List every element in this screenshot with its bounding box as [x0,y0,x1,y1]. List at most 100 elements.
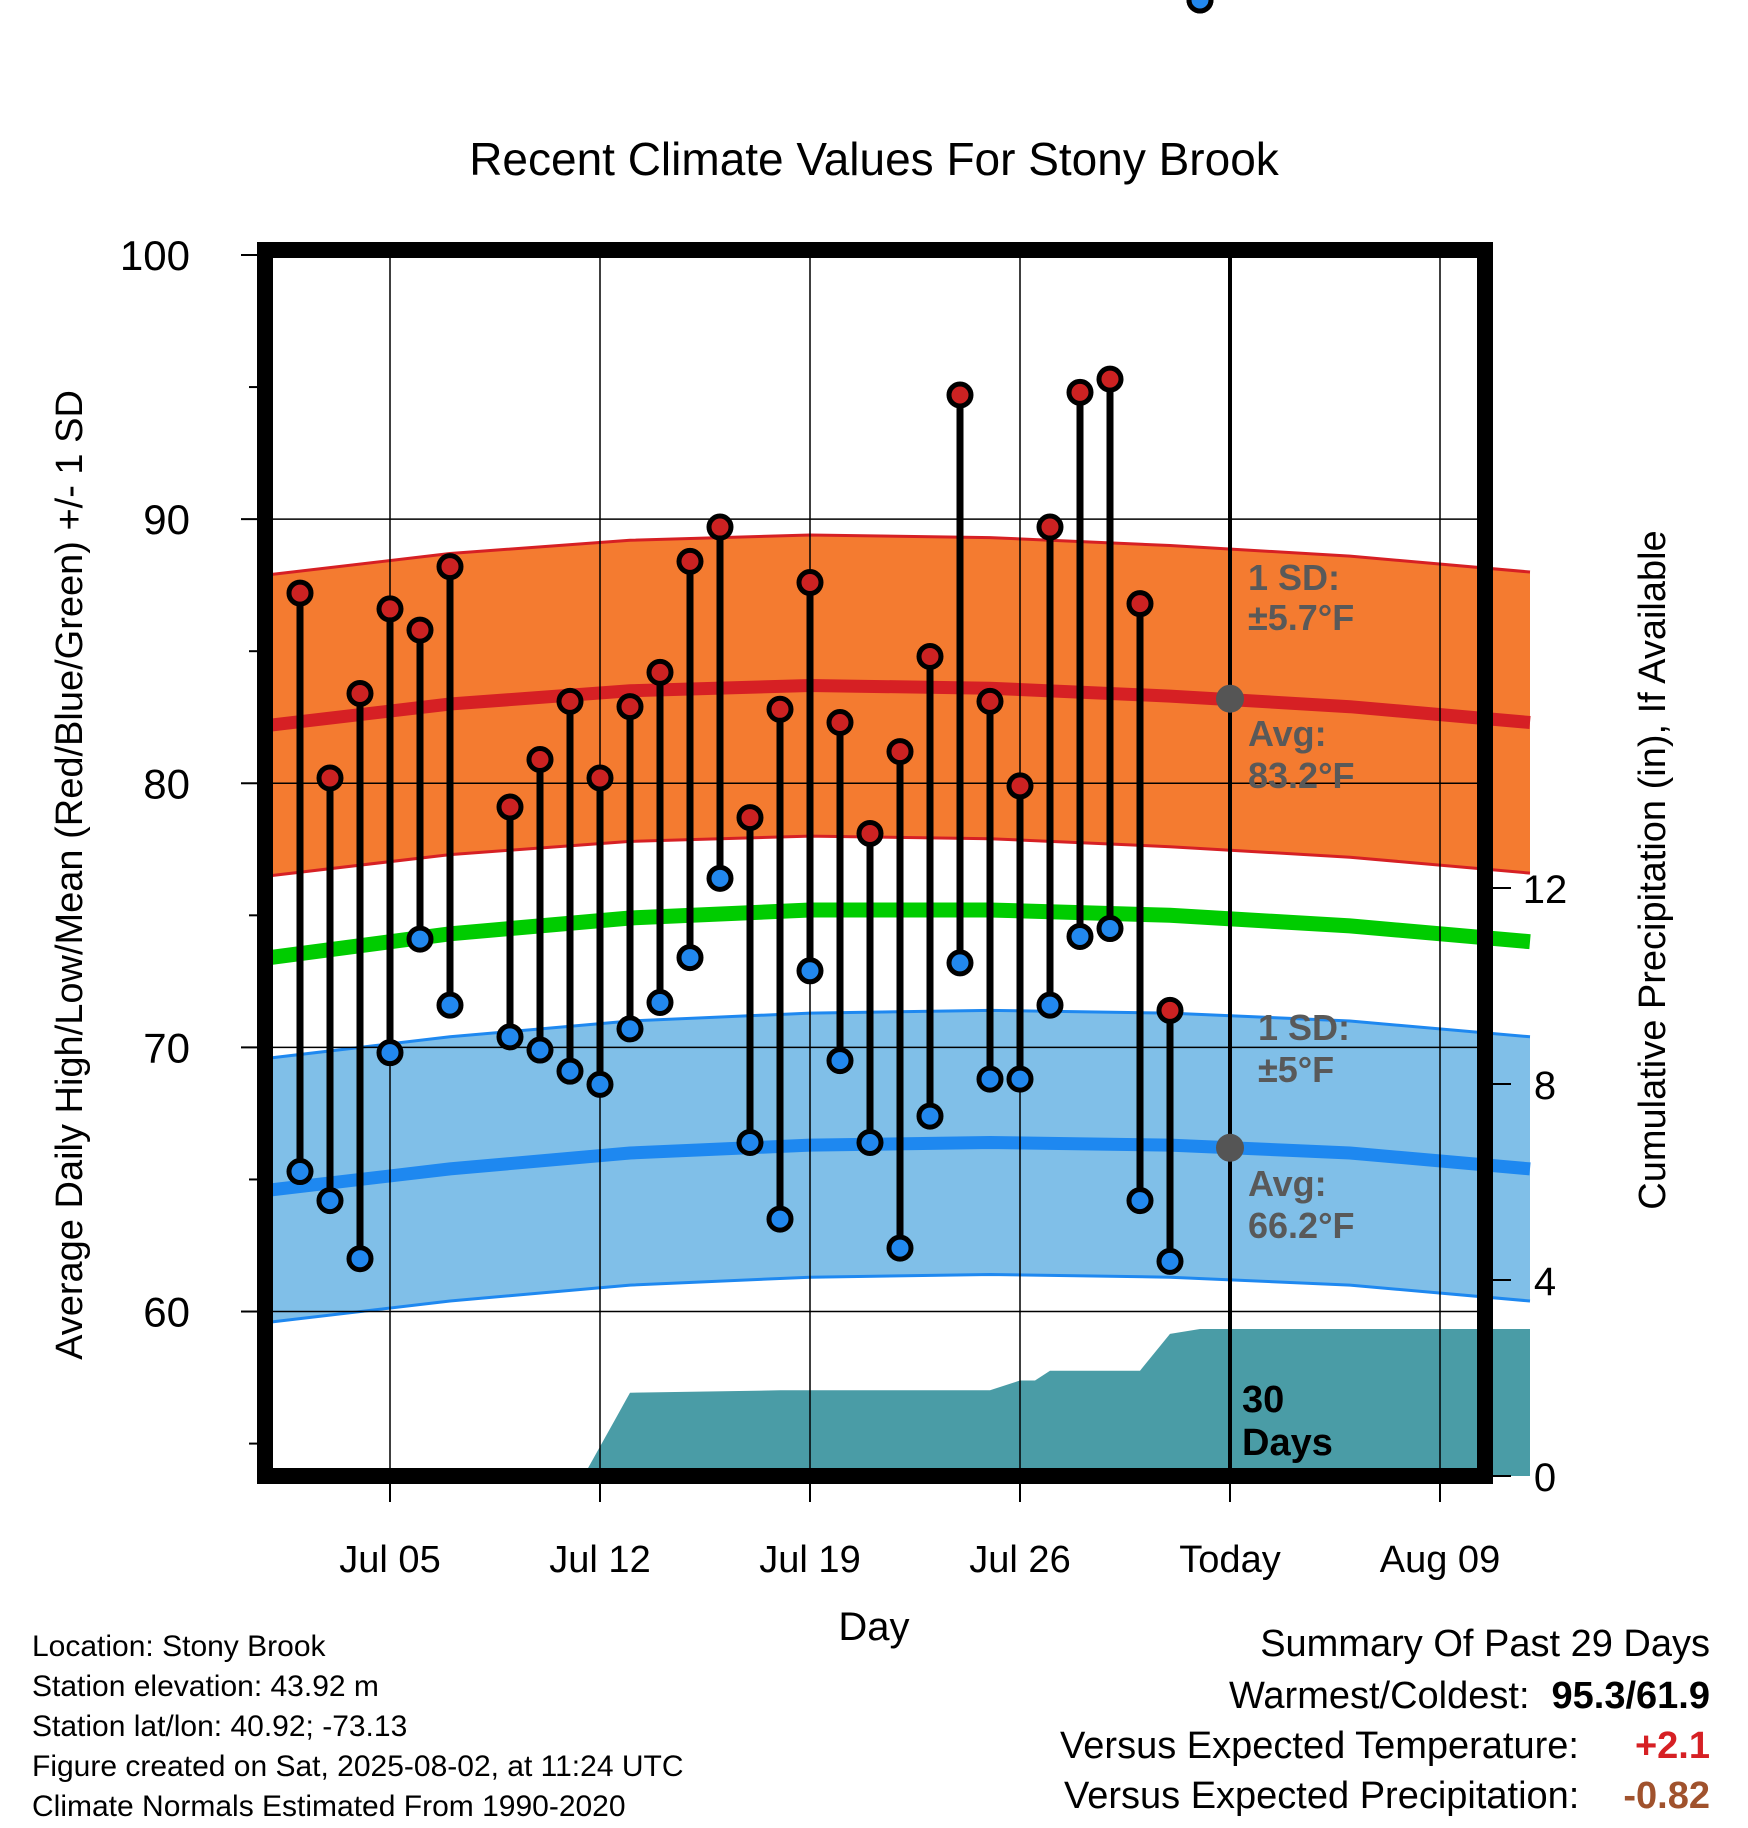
high-avg-line [269,678,1531,732]
low-point [946,949,974,977]
high-point [976,687,1004,715]
x-tick-label: Jul 26 [969,1539,1070,1581]
axes: 60 70 80 90 100 0 4 8 12 Jul 05 Jul 12 Jul 19 Jul 26… [120,232,1567,1581]
y2-axis-label: Cumulative Precipitation (in), If Availa… [1632,530,1674,1209]
y2-tick-label: 4 [1534,1260,1556,1304]
high-point [1066,378,1094,406]
plot-frame [257,242,1493,1484]
high-sd-band [270,535,1530,876]
low-avg-value: 66.2°F [1248,1205,1354,1246]
high-point [436,553,464,581]
high-point [736,804,764,832]
low-point [286,1158,314,1186]
high-point [346,679,374,707]
high-point [586,764,614,792]
y-axis-label: Average Daily High/Low/Mean (Red/Blue/Gr… [49,390,91,1360]
low-point [496,1023,524,1051]
x-tick-label: Jul 12 [549,1539,650,1581]
high-point [556,687,584,715]
precip-label: Versus Expected Precipitation: [1063,1775,1580,1817]
high-sd-upper [269,533,1531,577]
window-label-days: Days [1242,1422,1333,1464]
low-point [436,991,464,1019]
low-point [586,1070,614,1098]
high-point [946,381,974,409]
low-point [1186,0,1214,14]
low-point [376,1039,404,1067]
high-point [1156,996,1184,1024]
high-point [766,695,794,723]
y2-tick-label: 8 [1534,1064,1556,1108]
high-point [1006,772,1034,800]
meta-location: Location: Stony Brook [32,1630,326,1663]
low-point [406,925,434,953]
high-point [1126,590,1154,618]
precip-area [270,1329,1530,1476]
low-point [976,1065,1004,1093]
high-point [496,793,524,821]
y2-tick-label: 12 [1523,868,1568,912]
precip-value: -0.82 [1623,1775,1710,1817]
high-avg-value: 83.2°F [1248,755,1354,796]
high-point [1096,365,1124,393]
low-point [736,1128,764,1156]
y-tick-label: 90 [143,496,190,543]
y2-tick-label: 0 [1534,1456,1556,1500]
low-point [856,1128,884,1156]
high-point [796,569,824,597]
x-tick-label: Aug 09 [1380,1539,1500,1581]
meta-latlon: Station lat/lon: 40.92; -73.13 [32,1710,408,1743]
x-tick-label: Today [1179,1539,1280,1581]
high-point [886,738,914,766]
low-sd-lower [269,1272,1531,1324]
low-point [646,988,674,1016]
y-tick-label: 80 [143,760,190,807]
temp-value: +2.1 [1634,1725,1710,1767]
low-point [526,1036,554,1064]
low-point [826,1047,854,1075]
daily-range-bars [286,0,1214,1275]
x-tick-label: Jul 19 [759,1539,860,1581]
x-tick-label: Jul 05 [339,1539,440,1581]
high-point [316,764,344,792]
meta-elevation: Station elevation: 43.92 m [32,1670,379,1703]
low-point [316,1187,344,1215]
low-point [1126,1187,1154,1215]
low-point [1156,1247,1184,1275]
chart-title: Recent Climate Values For Stony Brook [469,133,1280,185]
high-point [286,579,314,607]
today-low-normal-dot [1216,1133,1244,1162]
y-tick-label: 70 [143,1024,190,1071]
meta-created: Figure created on Sat, 2025-08-02, at 11… [32,1750,684,1783]
high-point [406,616,434,644]
low-point [1036,991,1064,1019]
summary-title: Summary Of Past 29 Days [1260,1623,1710,1665]
low-point [796,957,824,985]
today-high-normal-dot [1216,684,1244,713]
high-avg-label: Avg: [1248,713,1327,754]
low-point [916,1102,944,1130]
high-sd-label: 1 SD: [1248,557,1340,598]
high-point [616,693,644,721]
high-point [856,819,884,847]
high-point [826,709,854,737]
low-point [346,1245,374,1273]
low-point [676,944,704,972]
high-point [376,595,404,623]
meta-normals: Climate Normals Estimated From 1990-2020 [32,1790,626,1823]
high-point [676,547,704,575]
plot-border [257,242,1493,1484]
low-point [556,1057,584,1085]
low-point [766,1205,794,1233]
low-point [886,1234,914,1262]
summary-warm-cold: Warmest/Coldest: 95.3/61.9 [1229,1677,1710,1715]
y-tick-label: 60 [143,1289,190,1336]
high-point [526,745,554,773]
high-point [706,513,734,541]
high-point [646,658,674,686]
low-point [1096,915,1124,943]
summary-precip: Versus Expected Precipitation: -0.82 [1064,1777,1710,1815]
